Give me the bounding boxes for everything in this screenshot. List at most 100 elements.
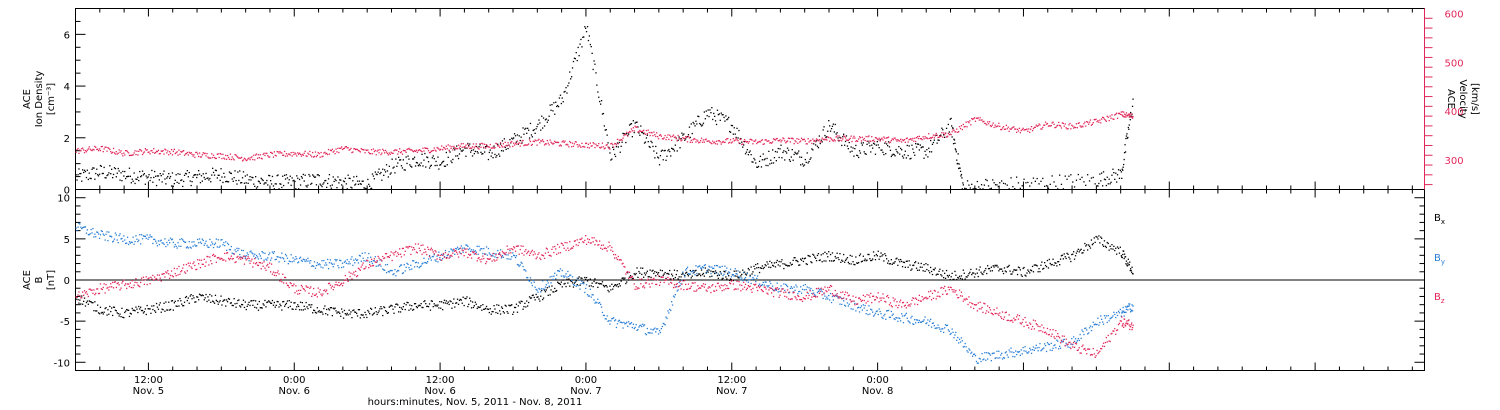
- density-point: [156, 175, 159, 177]
- velocity-point: [700, 139, 702, 142]
- by-point: [606, 315, 608, 317]
- density-point: [344, 177, 346, 179]
- by-point: [704, 264, 706, 266]
- density-point: [243, 182, 246, 184]
- velocity-point: [1054, 127, 1056, 129]
- bx-point: [476, 307, 478, 310]
- velocity-point: [248, 157, 250, 159]
- density-point: [339, 179, 341, 181]
- bx-point: [724, 271, 726, 273]
- by-point: [921, 320, 923, 323]
- by-point: [1082, 331, 1084, 333]
- velocity-point: [359, 151, 361, 153]
- bx-point: [1075, 252, 1078, 254]
- bx-point: [1111, 244, 1113, 246]
- velocity-point: [320, 151, 322, 154]
- by-point: [919, 321, 921, 323]
- velocity-point: [400, 151, 403, 153]
- bz-point: [195, 268, 197, 271]
- velocity-point: [1122, 115, 1124, 117]
- bx-point: [259, 307, 261, 309]
- density-point: [674, 144, 676, 146]
- velocity-point: [137, 154, 139, 156]
- bx-point: [1073, 258, 1076, 260]
- velocity-point: [1099, 119, 1101, 121]
- velocity-point: [414, 150, 417, 152]
- velocity-point: [95, 146, 97, 148]
- density-point: [140, 176, 142, 178]
- velocity-point: [332, 151, 334, 153]
- density-point: [640, 125, 642, 127]
- by-point: [632, 323, 634, 325]
- velocity-point: [112, 147, 115, 150]
- bx-point: [1061, 254, 1064, 256]
- density-point: [443, 165, 446, 167]
- velocity-point: [729, 139, 732, 141]
- bx-point: [211, 295, 213, 297]
- velocity-point: [513, 144, 516, 146]
- by-point: [316, 262, 318, 264]
- velocity-point: [1050, 125, 1052, 127]
- density-point: [386, 170, 389, 172]
- by-point: [682, 271, 684, 273]
- bx-point: [548, 286, 550, 288]
- density-point: [651, 141, 653, 144]
- by-point: [434, 259, 436, 261]
- by-point: [908, 321, 910, 323]
- density-point: [314, 176, 317, 178]
- bx-point: [456, 302, 458, 304]
- density-point: [360, 183, 362, 185]
- by-point: [971, 351, 973, 353]
- bx-point: [851, 255, 853, 257]
- by-point: [874, 312, 877, 314]
- bx-point: [178, 305, 180, 307]
- by-point: [455, 247, 457, 250]
- by-point: [910, 317, 912, 319]
- bx-point: [861, 260, 863, 262]
- density-point: [373, 178, 375, 180]
- bx-point: [950, 276, 952, 278]
- velocity-point: [826, 139, 828, 141]
- bx-point: [537, 296, 539, 298]
- density-point: [730, 124, 733, 127]
- velocity-point: [424, 147, 426, 149]
- density-point: [779, 148, 781, 150]
- bx-point: [689, 269, 691, 272]
- by-point: [966, 350, 968, 352]
- velocity-point: [344, 146, 346, 148]
- by-point: [1075, 341, 1078, 343]
- bx-point: [1079, 249, 1081, 251]
- density-point: [380, 171, 382, 174]
- velocity-point: [208, 157, 210, 159]
- velocity-point: [1000, 128, 1002, 131]
- bx-point: [466, 296, 468, 298]
- bx-point: [786, 265, 789, 267]
- density-point: [131, 178, 133, 180]
- bx-point: [403, 302, 405, 305]
- density-point: [686, 136, 689, 138]
- density-point: [575, 52, 577, 54]
- bx-point: [506, 311, 508, 313]
- by-point: [573, 284, 576, 286]
- density-point: [451, 161, 453, 164]
- density-point: [646, 134, 648, 136]
- by-point: [254, 253, 256, 255]
- bx-point: [153, 305, 155, 307]
- density-point: [289, 175, 291, 177]
- velocity-point: [971, 118, 973, 120]
- density-point: [658, 164, 661, 166]
- velocity-point: [919, 138, 921, 140]
- velocity-point: [600, 147, 602, 149]
- by-point: [693, 270, 695, 272]
- by-point: [804, 283, 806, 286]
- velocity-point: [1001, 127, 1004, 129]
- velocity-point: [816, 139, 819, 141]
- velocity-point: [1066, 128, 1068, 130]
- by-point: [365, 260, 367, 262]
- velocity-point: [785, 142, 787, 144]
- by-point: [177, 242, 179, 244]
- bz-point: [148, 277, 150, 279]
- bx-point: [939, 268, 941, 270]
- bx-point: [509, 305, 511, 307]
- by-point: [160, 239, 162, 241]
